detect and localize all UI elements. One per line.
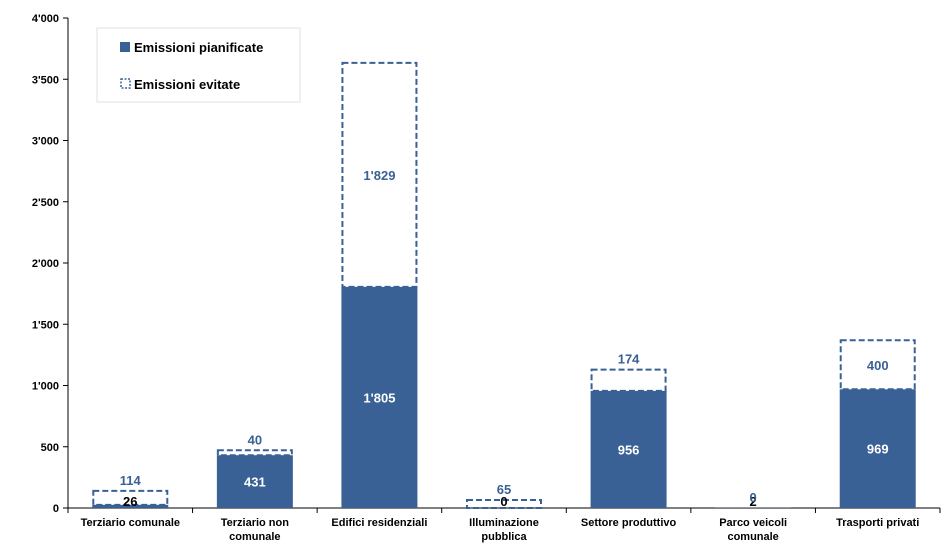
legend-label-evitate: Emissioni evitate [134,77,240,92]
bar-evitate [466,499,542,510]
x-tick-label: Parco veicoli comunale [719,517,787,543]
bar-pianificate [839,389,916,508]
legend-label-pianificate: Emissioni pianificate [134,40,263,55]
data-label-pianificate: 0 [500,494,507,509]
bar-pianificate [216,455,293,508]
bar-evitate [590,368,667,392]
data-label-evitate: 1'829 [363,168,395,183]
bars [92,61,916,510]
data-label-evitate: 174 [618,352,640,367]
y-tick-label: 500 [41,442,59,454]
bar-evitate [216,449,293,457]
x-tick-label: Illuminazione pubblica [469,517,539,543]
x-tick-label: Edifici residenziali [331,517,427,529]
x-tick-label-line: Illuminazione [469,517,539,529]
legend-swatch-evitate [120,78,131,89]
data-label-evitate: 40 [248,432,262,447]
legend-swatch-pianificate [120,42,130,52]
data-label-evitate: 114 [120,473,142,488]
x-tick-label: Settore produttivo [581,517,677,529]
legend: Emissioni pianificate Emissioni evitate [96,27,301,103]
y-tick-label: 3'500 [32,74,59,86]
data-label-pianificate: 2 [750,494,757,509]
x-tick-label-line: comunale [229,531,280,543]
axes: 0 500 1'000 1'500 2'000 2'500 3'000 3'500 4'000 T… [32,13,941,543]
x-tick-label-line: Terziario non [221,517,290,529]
y-tick-label: 2'000 [32,258,59,270]
bar-evitate [839,339,916,391]
y-tick-label: 1'000 [32,381,59,393]
y-tick-label: 4'000 [32,13,59,25]
data-label-pianificate: 956 [618,442,640,457]
y-tick-label: 1'500 [32,319,59,331]
data-label-evitate: 400 [867,358,889,373]
x-tick-label: Terziario comunale [81,517,180,529]
x-tick-label-line: Settore produttivo [581,517,677,529]
x-tick-label: Terziario non comunale [221,517,290,543]
y-tick-label: 0 [53,503,59,515]
x-tick-label-line: pubblica [481,531,527,543]
data-label-pianificate: 969 [867,442,889,457]
data-label-pianificate: 1'805 [363,390,395,405]
x-tick-label-line: Parco veicoli [719,517,787,529]
x-tick-label-line: Terziario comunale [81,517,180,529]
bar-pianificate [341,286,418,508]
y-tick-label: 3'000 [32,136,59,148]
legend-box [96,27,301,103]
x-tick-label: Trasporti privati [836,517,919,529]
data-label-evitate: 65 [497,482,511,497]
bar-evitate [92,489,169,506]
data-label-evitate: 0 [750,490,757,505]
bar-pianificate [590,390,667,508]
data-label-pianificate: 431 [244,475,266,490]
y-tick-label: 2'500 [32,197,59,209]
bar-evitate [341,61,418,288]
x-tick-label-line: Edifici residenziali [331,517,427,529]
data-label-pianificate: 26 [123,494,137,509]
x-tick-label-line: Trasporti privati [836,517,919,529]
x-tick-label-line: comunale [727,531,778,543]
bar-pianificate [92,504,169,508]
